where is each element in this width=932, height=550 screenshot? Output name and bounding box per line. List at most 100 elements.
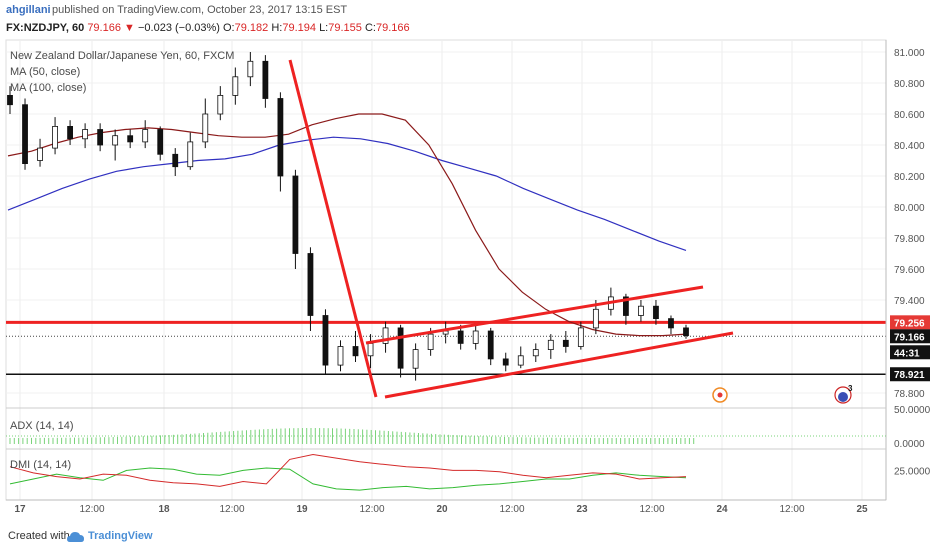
candle-body [292, 175, 299, 254]
candle-body [67, 126, 73, 140]
dmi-legend[interactable]: DMI (14, 14) [10, 459, 72, 471]
symbol-label: FX:NZDJPY, 60 [6, 22, 85, 34]
x-tick-label: 23 [576, 504, 588, 515]
candle [547, 334, 554, 359]
candle-body [337, 346, 344, 366]
tradingview-brand-link[interactable]: TradingView [88, 530, 153, 542]
candle-body [487, 330, 494, 360]
candle-body [37, 147, 43, 161]
candle [187, 132, 194, 170]
candle-body [307, 253, 314, 316]
candle-body [172, 153, 179, 168]
candle [262, 55, 269, 108]
price-label-bg [890, 367, 930, 382]
x-tick-label: 12:00 [779, 504, 804, 515]
candle-body [457, 330, 464, 344]
candle-body [97, 129, 104, 146]
close-label: C: [364, 22, 376, 34]
candle [307, 247, 314, 331]
y-tick-label: 78.800 [894, 389, 925, 400]
candle [202, 98, 209, 149]
candle [22, 98, 28, 170]
candle [412, 343, 419, 381]
earnings-badge-inner [838, 392, 848, 402]
ma100-line [7, 136, 687, 251]
candle-body [367, 342, 374, 357]
author-link[interactable]: ahgillani [6, 4, 51, 16]
y-tick-label: 79.600 [894, 265, 925, 276]
adx-tick-label: 0.0000 [894, 439, 925, 450]
moving-averages [7, 113, 687, 337]
price-chart[interactable]: 81.000 80.800 80.600 80.400 80.200 80.000 79.8… [0, 0, 932, 520]
price-label: 44:31 [894, 348, 920, 359]
x-tick-label: 19 [296, 504, 308, 515]
candle [457, 324, 464, 350]
y-tick-label: 80.400 [894, 141, 925, 152]
candle [97, 123, 104, 152]
candle-body [112, 135, 119, 146]
earnings-badge-icon: 3 [834, 384, 853, 404]
candle [172, 148, 179, 176]
open-label: O: [223, 22, 235, 34]
candle-body [202, 113, 209, 143]
ma100-legend[interactable]: MA (100, close) [10, 82, 87, 94]
candle [562, 331, 569, 353]
adx-tick-label: 50.0000 [894, 405, 931, 416]
candle-body [502, 358, 509, 366]
candle [277, 92, 284, 192]
price-label: 78.921 [894, 370, 925, 381]
candle-body [397, 327, 404, 369]
candle-body [352, 346, 359, 357]
created-with-text: Created with [8, 530, 70, 542]
low-label: L: [319, 22, 329, 34]
high-value: 79.194 [282, 22, 316, 34]
candle-body [22, 104, 28, 164]
chart-frame [5, 39, 887, 501]
y-tick-label: 80.200 [894, 172, 925, 183]
candle [322, 309, 329, 375]
chart-markers[interactable]: 3 [712, 384, 853, 404]
adx-legend[interactable]: ADX (14, 14) [10, 420, 74, 432]
trendline [288, 59, 378, 398]
candle-body [577, 327, 584, 347]
tradingview-cloud-icon [67, 532, 84, 542]
price-label: 79.166 [894, 332, 925, 343]
adx-pane: 50.0000 0.0000 [6, 405, 931, 450]
candlesticks [7, 52, 689, 381]
candle-body [683, 327, 689, 337]
x-tick-label: 12:00 [359, 504, 384, 515]
candle [52, 117, 58, 155]
candle [247, 52, 254, 87]
trendline [384, 331, 734, 399]
candle [683, 324, 689, 339]
high-label: H: [271, 22, 283, 34]
candle [487, 327, 494, 366]
price-label-bg [890, 345, 930, 360]
candle-body [592, 308, 599, 329]
time-axis: 17 12:00 18 12:00 19 12:00 20 12:00 23 12:00 24 12:… [6, 499, 886, 515]
open-value: 79.182 [234, 22, 269, 34]
candle-body [517, 355, 524, 366]
y-tick-label: 80.000 [894, 203, 925, 214]
candle [638, 300, 644, 322]
candle-body [217, 95, 224, 115]
close-value: 79.166 [375, 22, 410, 34]
low-value: 79.155 [328, 22, 362, 34]
candle [532, 343, 539, 362]
x-tick-label: 17 [14, 504, 26, 515]
price-label: 79.256 [894, 318, 925, 329]
x-tick-label: 12:00 [79, 504, 104, 515]
ma50-legend[interactable]: MA (50, close) [10, 66, 81, 78]
candle-body [547, 339, 554, 350]
candle [217, 86, 224, 121]
candle-body [532, 349, 539, 357]
candle [472, 324, 479, 350]
candle-body [7, 95, 13, 106]
candle-body [232, 76, 239, 96]
candle [397, 324, 404, 378]
x-tick-label: 18 [158, 504, 170, 515]
candle [382, 321, 389, 353]
top-bar: ahgillani published on TradingView.com, … [0, 0, 932, 22]
candle-body [623, 296, 629, 316]
candle-body [382, 327, 389, 344]
